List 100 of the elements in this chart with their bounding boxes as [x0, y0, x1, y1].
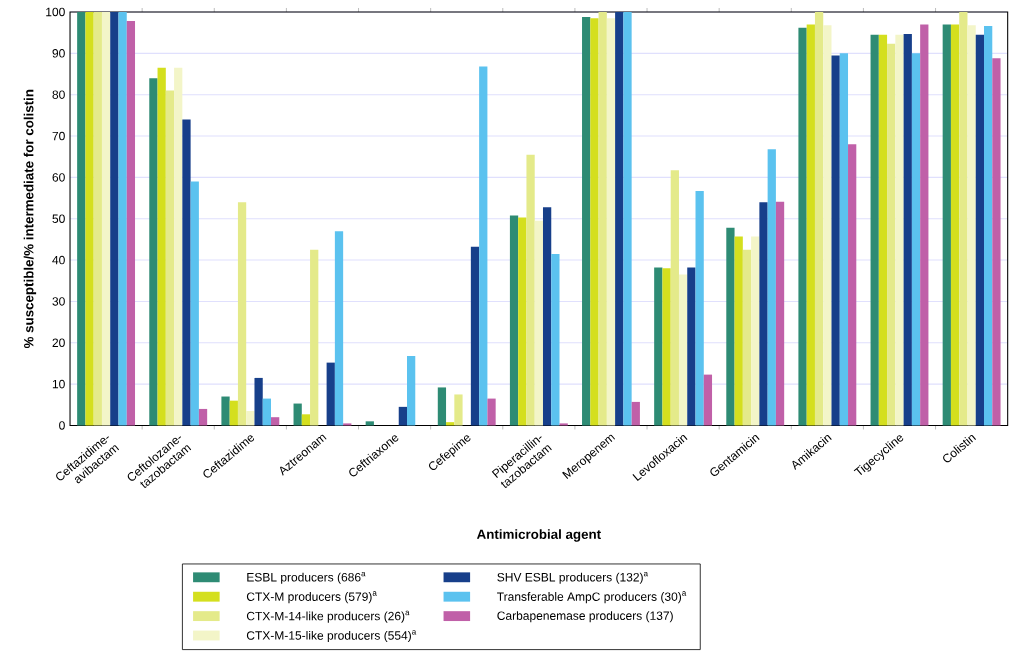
bar — [606, 18, 616, 426]
bar — [887, 44, 896, 426]
bar — [174, 68, 183, 426]
bar — [615, 12, 624, 426]
bar — [454, 394, 463, 426]
y-tick-label: 90 — [52, 49, 65, 58]
bar — [126, 21, 136, 426]
bar — [967, 25, 976, 426]
bar — [582, 17, 591, 426]
bar — [101, 12, 111, 426]
bar — [662, 268, 671, 426]
bar — [920, 24, 929, 426]
bar — [775, 202, 785, 426]
bar — [190, 181, 199, 426]
bar — [542, 207, 552, 426]
bar — [975, 34, 985, 426]
bar — [734, 236, 743, 426]
legend-label: CTX-M-14-like producers (26)$^{a}$ — [246, 611, 410, 623]
bar — [229, 400, 238, 426]
legend-label: SHV ESBL producers (132)$^{a}$ — [497, 572, 649, 585]
y-axis-title: % susceptible/% intermediate for colistin — [23, 90, 37, 349]
bar — [839, 53, 849, 426]
bar — [814, 12, 824, 426]
bar — [334, 231, 344, 426]
bar — [590, 18, 599, 426]
bar — [903, 34, 912, 426]
bar — [479, 66, 488, 426]
bar — [911, 53, 921, 426]
bar — [742, 249, 752, 426]
y-tick-label: 80 — [52, 90, 65, 100]
bar — [759, 202, 768, 426]
bar — [293, 403, 302, 426]
legend-label: Carbapenemase producers (137) — [497, 611, 673, 623]
bar — [895, 34, 904, 426]
bar — [343, 423, 352, 426]
bar — [798, 27, 807, 426]
bar — [598, 12, 607, 426]
y-tick-label: 60 — [52, 173, 65, 182]
bar — [654, 267, 663, 426]
bar — [437, 387, 447, 426]
bar — [806, 24, 815, 426]
bar — [157, 68, 166, 426]
y-tick-label: 30 — [52, 297, 65, 306]
y-tick-label: 10 — [52, 380, 65, 389]
bar — [559, 423, 568, 426]
bar — [118, 12, 127, 426]
bar — [848, 144, 857, 426]
bar — [198, 409, 208, 426]
bar — [678, 274, 688, 426]
y-tick-label: 70 — [52, 132, 65, 141]
legend-label: Transferable AmpC producers (30)$^{a}$ — [497, 591, 687, 604]
bar — [623, 12, 632, 426]
bar — [992, 58, 1001, 426]
bar — [534, 221, 543, 426]
bar — [878, 34, 888, 426]
y-tick-label: 40 — [52, 256, 65, 265]
bar — [695, 191, 704, 426]
bar — [509, 215, 519, 426]
bar — [670, 170, 679, 426]
bar — [942, 24, 951, 426]
bar — [518, 217, 527, 426]
bar — [526, 154, 535, 426]
bar — [149, 78, 158, 426]
bar — [85, 12, 94, 426]
bar — [246, 411, 255, 426]
legend-label: CTX-M-15-like producers (554)$^{a}$ — [246, 630, 417, 643]
bar — [726, 228, 735, 426]
bar — [182, 119, 191, 426]
bar — [551, 254, 560, 426]
bar — [487, 398, 496, 426]
bar — [221, 396, 230, 426]
bar — [984, 26, 993, 426]
bar — [365, 421, 374, 426]
bar — [870, 34, 879, 426]
bar — [93, 12, 102, 426]
bar — [110, 12, 119, 426]
bar — [950, 24, 960, 426]
y-tick-label: 100 — [46, 7, 65, 17]
bar — [703, 374, 713, 426]
bar — [237, 202, 247, 426]
y-tick-label: 0 — [59, 421, 65, 430]
bar — [254, 378, 263, 426]
bar — [767, 149, 776, 426]
bar — [823, 25, 832, 426]
y-tick-label: 20 — [52, 338, 65, 348]
legend-label: ESBL producers (686$^{a}$ — [247, 572, 366, 585]
bar — [687, 267, 696, 426]
bar — [77, 12, 86, 426]
bar — [310, 249, 319, 426]
x-axis-title: Antimicrobial agent — [476, 529, 601, 542]
bar — [262, 398, 272, 426]
bar — [301, 414, 311, 426]
bar — [407, 356, 416, 426]
bar — [470, 247, 480, 426]
y-tick-label: 50 — [52, 214, 65, 224]
bar — [398, 407, 407, 426]
bar — [831, 55, 840, 426]
bar — [326, 362, 335, 426]
bar — [271, 417, 280, 426]
legend-label: CTX-M producers (579)$^{a}$ — [246, 591, 377, 604]
